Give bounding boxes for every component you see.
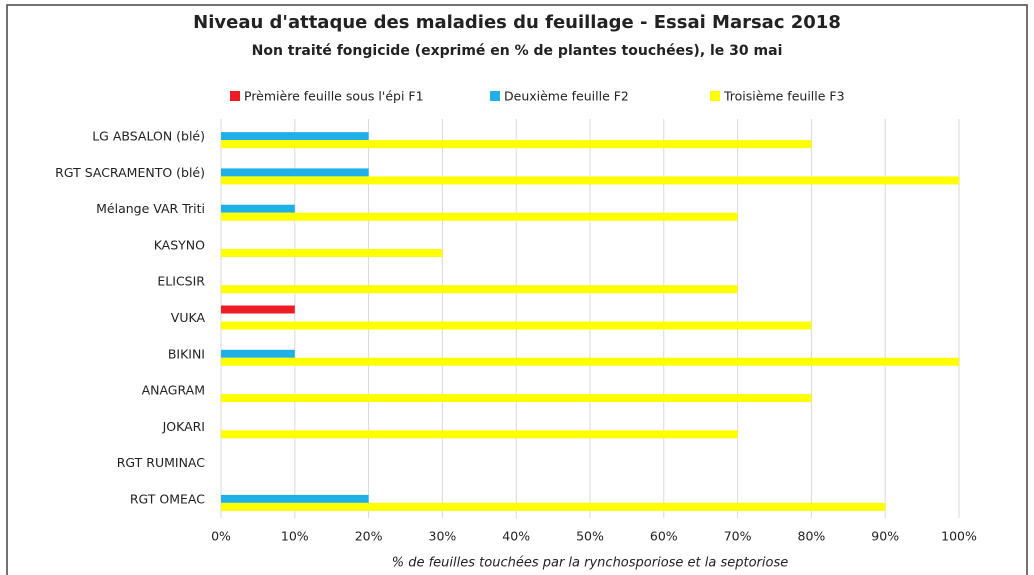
bar [221,357,959,366]
legend-label: Troisième feuille F3 [723,89,845,104]
y-tick-label: KASYNO [154,237,205,252]
x-tick-label: 70% [724,529,752,544]
bar [221,248,443,257]
bar [221,176,959,185]
bar [221,132,369,141]
x-tick-label: 10% [281,529,309,544]
y-tick-label: JOKARI [162,419,205,434]
x-tick-label: 90% [871,529,899,544]
x-tick-label: 100% [941,529,977,544]
y-tick-label: BIKINI [168,346,205,361]
x-tick-label: 30% [429,529,457,544]
y-tick-label: RGT RUMINAC [117,455,206,470]
y-tick-label: RGT OMEAC [130,491,205,506]
bar [221,494,369,503]
x-tick-label: 60% [650,529,678,544]
bar [221,321,812,330]
x-tick-label: 0% [211,529,231,544]
legend-swatch [230,91,240,101]
bar [221,349,295,358]
x-axis-title: % de feuilles touchées par la rynchospor… [392,556,789,571]
x-tick-label: 40% [502,529,530,544]
bar [221,212,738,221]
x-tick-label: 20% [355,529,383,544]
legend-label: Deuxième feuille F2 [504,89,629,104]
x-tick-label: 50% [576,529,604,544]
chart-subtitle: Non traité fongicide (exprimé en % de pl… [252,43,783,59]
bar [221,305,295,314]
bar [221,394,812,403]
bar [221,168,369,177]
y-tick-label: ELICSIR [157,274,205,289]
legend-label: Prèmière feuille sous l'épi F1 [244,89,424,104]
chart-title: Niveau d'attaque des maladies du feuilla… [193,12,841,33]
legend-swatch [490,91,500,101]
legend-swatch [710,91,720,101]
y-tick-label: ANAGRAM [142,383,205,398]
bar [221,140,812,149]
bar [221,502,886,511]
y-tick-label: VUKA [171,310,206,325]
bar [221,204,295,213]
y-tick-label: RGT SACRAMENTO (blé) [55,165,205,180]
bar [221,285,738,294]
y-tick-label: LG ABSALON (blé) [92,129,205,144]
bar [221,430,738,439]
x-tick-label: 80% [798,529,826,544]
y-tick-label: Mélange VAR Triti [96,201,205,216]
